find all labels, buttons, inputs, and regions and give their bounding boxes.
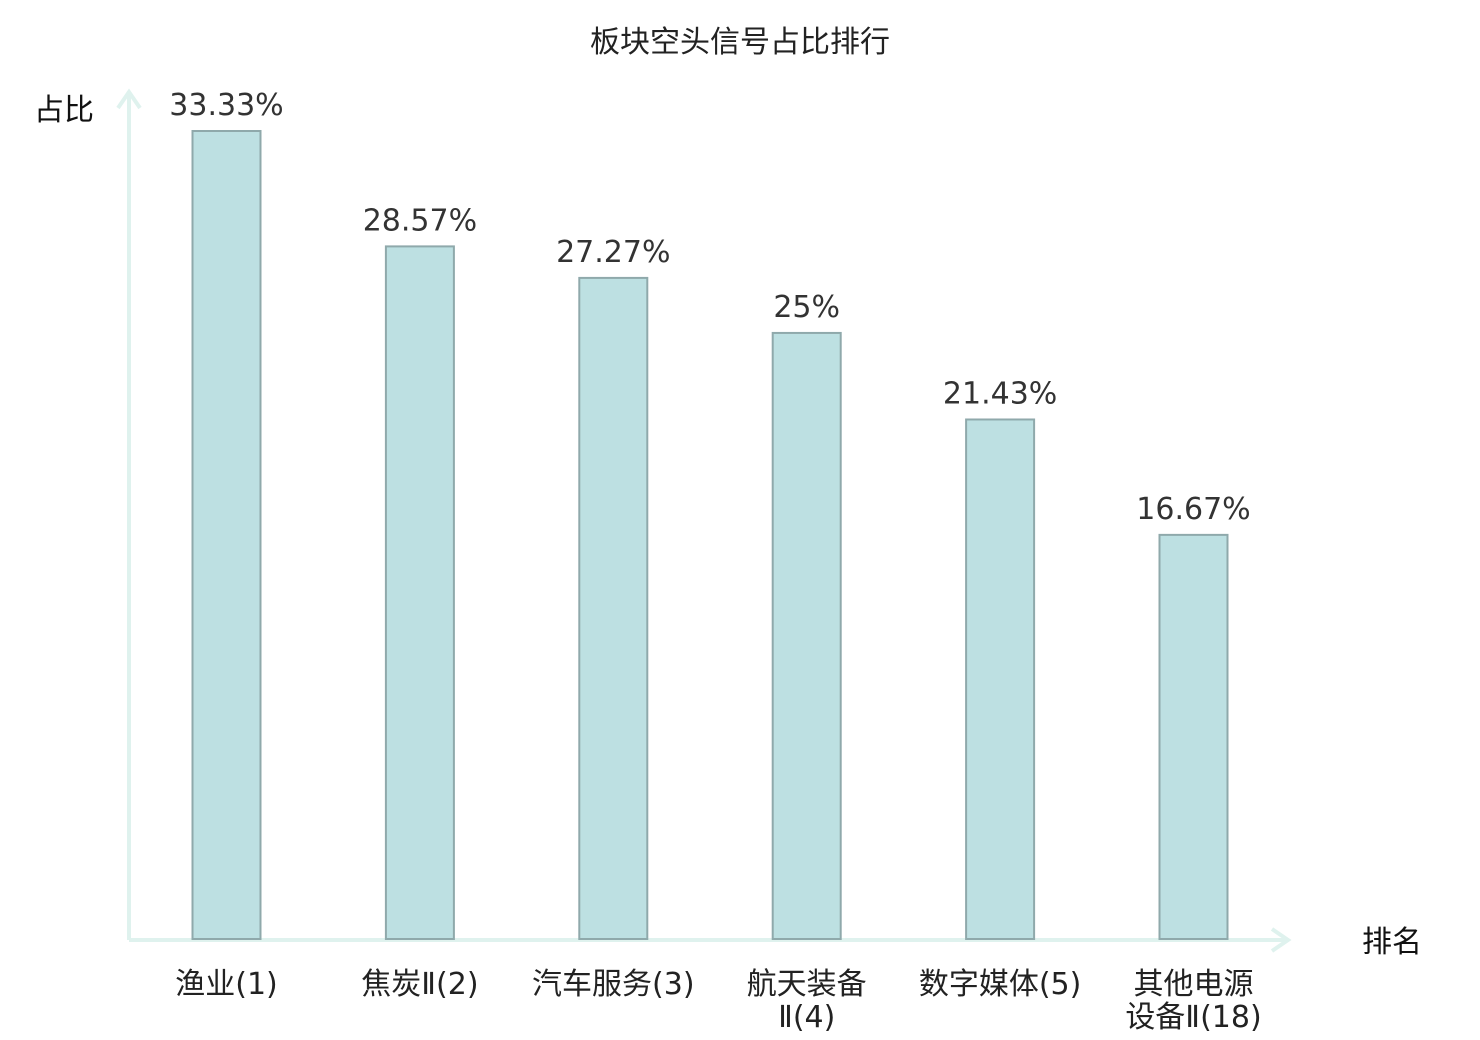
x-axis-label: 排名 [1362, 925, 1422, 960]
x-tick-label: 数字媒体(5) [919, 967, 1082, 1002]
bar [384, 245, 455, 941]
x-tick-label: Ⅱ(4) [778, 1000, 835, 1035]
bar [771, 331, 842, 940]
bar-value-label: 33.33% [169, 88, 283, 123]
bar-value-label: 21.43% [943, 376, 1057, 411]
chart-title: 板块空头信号占比排行 [590, 25, 890, 60]
bar-value-label: 28.57% [363, 203, 477, 238]
value-labels-group: 33.33% 28.57% 27.27% 25% 21.43% 16.67% [169, 88, 1250, 527]
bar [965, 418, 1036, 940]
y-axis [116, 88, 142, 940]
bars-group [191, 130, 1229, 941]
x-tick-label: 其他电源 [1134, 967, 1254, 1002]
x-axis [129, 927, 1292, 953]
bar [578, 276, 649, 940]
x-tick-label: 焦炭Ⅱ(2) [361, 967, 478, 1002]
bar [1158, 533, 1229, 940]
bar [191, 130, 262, 940]
x-tick-label: 航天装备 [747, 967, 867, 1002]
x-tick-label: 设备Ⅱ(18) [1125, 1000, 1261, 1035]
bar-value-label: 16.67% [1136, 492, 1250, 527]
bar-value-label: 25% [773, 290, 840, 325]
x-tick-label: 渔业(1) [175, 967, 278, 1002]
x-tick-label: 汽车服务(3) [532, 967, 695, 1002]
y-axis-label: 占比 [34, 93, 94, 128]
bar-value-label: 27.27% [556, 235, 670, 270]
